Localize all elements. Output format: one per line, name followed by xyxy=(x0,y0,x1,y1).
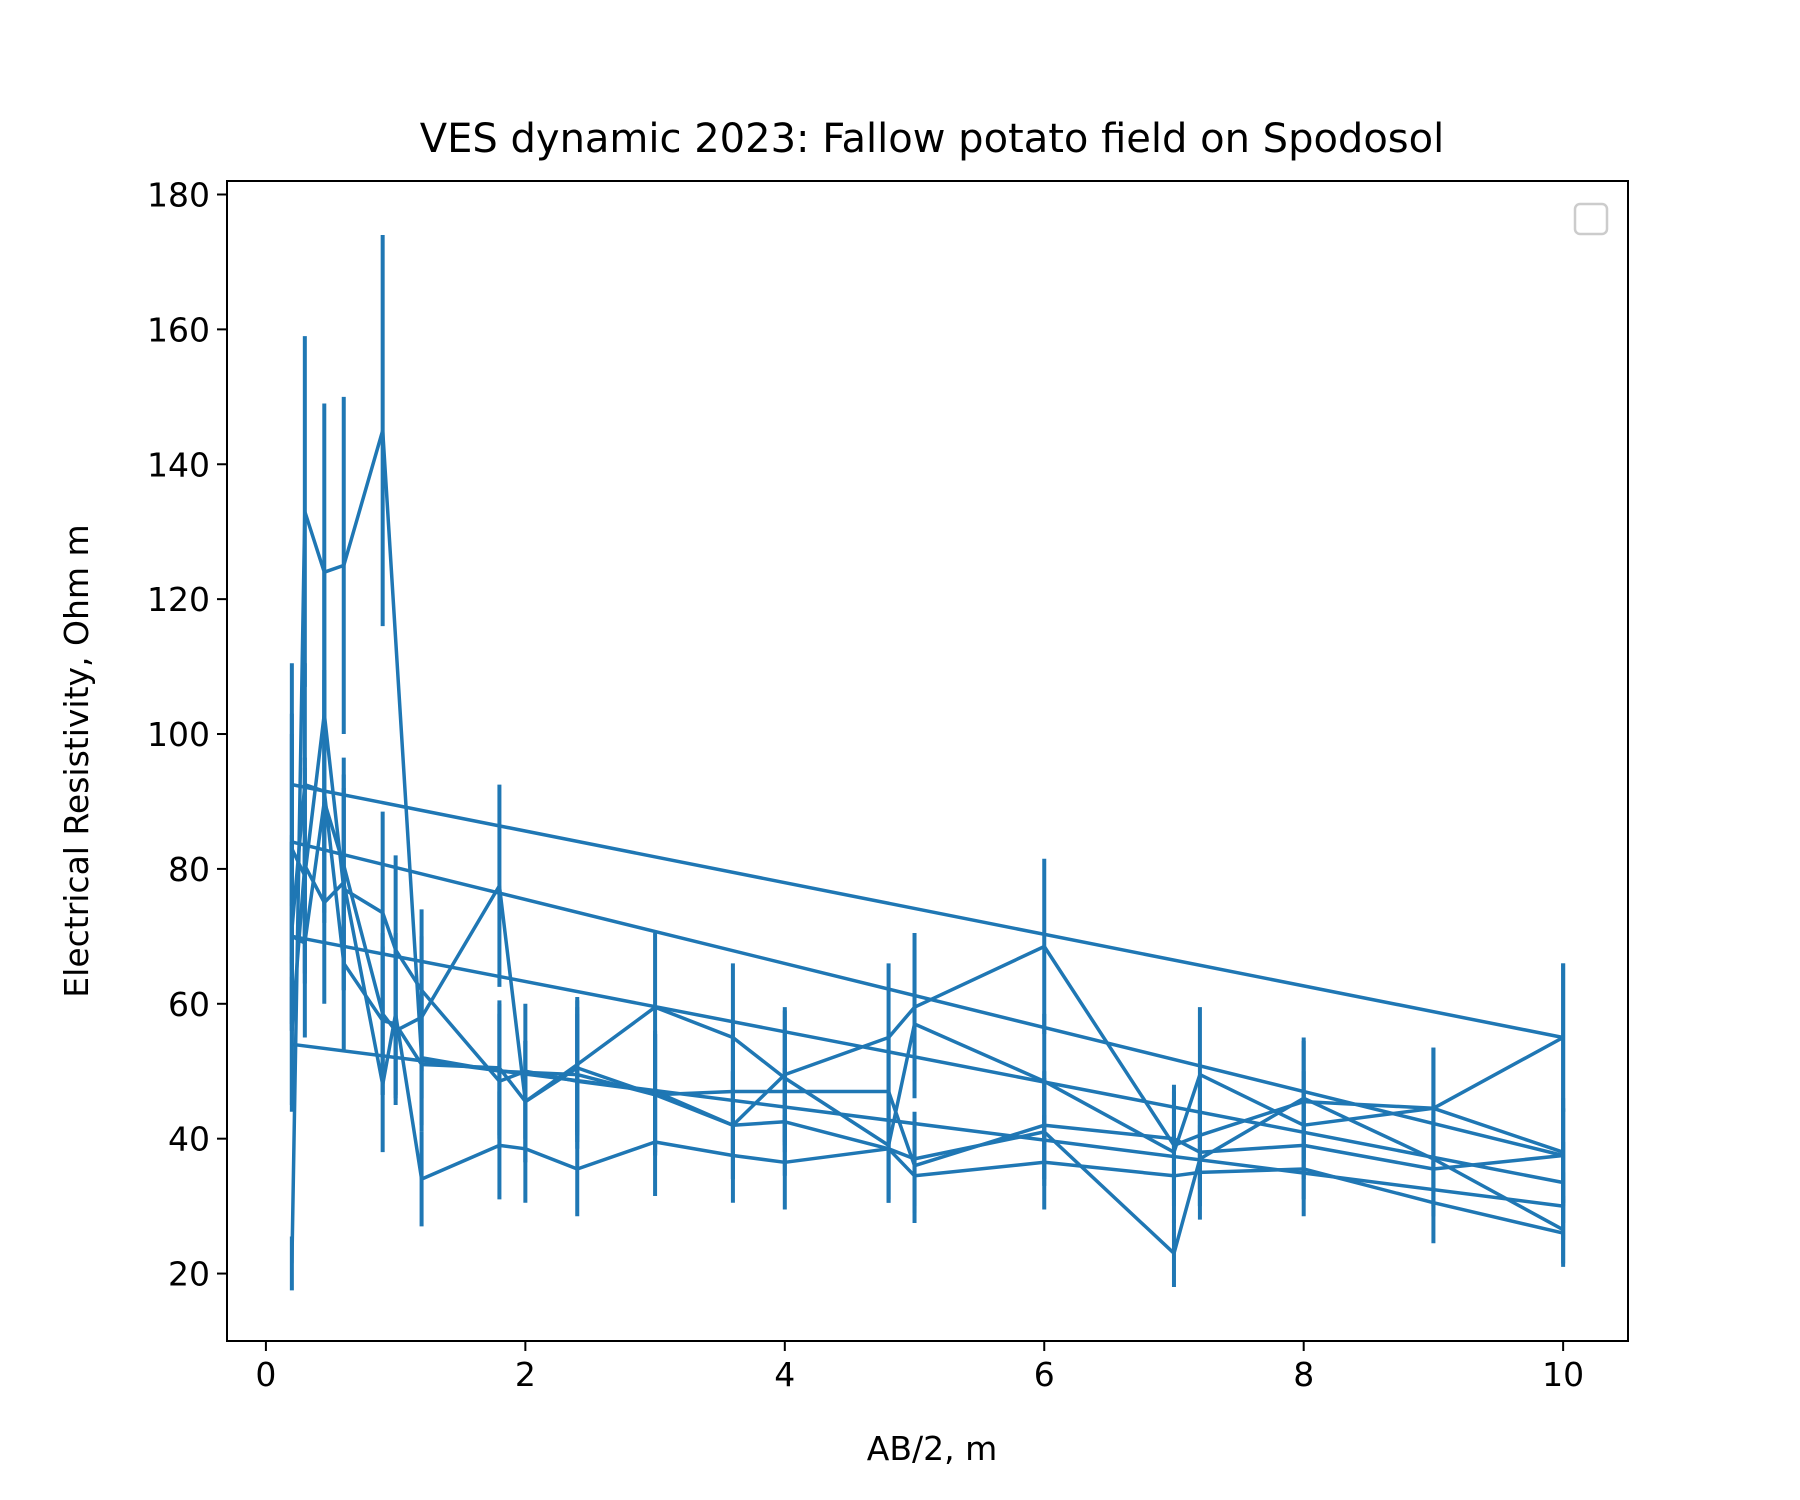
x-tick-label: 0 xyxy=(255,1355,276,1394)
y-tick-label: 120 xyxy=(147,580,210,619)
x-tick-label: 2 xyxy=(515,1355,536,1394)
plot-marks xyxy=(289,234,1566,1291)
x-axis-label: AB/2, m xyxy=(867,1429,997,1468)
series-line-6 xyxy=(290,782,1564,1154)
series-line-7 xyxy=(290,712,1564,1256)
plot-frame xyxy=(226,180,1629,1342)
x-tick-label: 10 xyxy=(1542,1355,1584,1394)
legend-box xyxy=(1573,202,1609,236)
series-line-1 xyxy=(291,782,1564,1040)
chart-title: VES dynamic 2023: Fallow potato field on… xyxy=(420,116,1444,162)
y-axis-label: Electrical Resistivity, Ohm m xyxy=(57,524,96,997)
y-tick-label: 60 xyxy=(168,985,210,1024)
x-tick-label: 6 xyxy=(1034,1355,1055,1394)
y-tick-label: 20 xyxy=(168,1255,210,1294)
x-tick-label: 8 xyxy=(1293,1355,1314,1394)
y-tick-label: 80 xyxy=(168,850,210,889)
axes: 0 2 4 6 8 10 20 40 60 80 100 120 140 160 180 xyxy=(147,175,1629,1394)
y-tick-label: 160 xyxy=(147,310,210,349)
series-line-8 xyxy=(290,863,1564,1235)
series-line-5 xyxy=(290,428,1564,1264)
series-line-3 xyxy=(291,934,1564,1185)
y-tick-label: 140 xyxy=(147,445,210,484)
y-tick-label: 180 xyxy=(147,175,210,214)
series-line-9 xyxy=(291,799,1564,1171)
y-tick-label: 40 xyxy=(168,1120,210,1159)
y-tick-label: 100 xyxy=(147,715,210,754)
x-tick-label: 4 xyxy=(774,1355,795,1394)
